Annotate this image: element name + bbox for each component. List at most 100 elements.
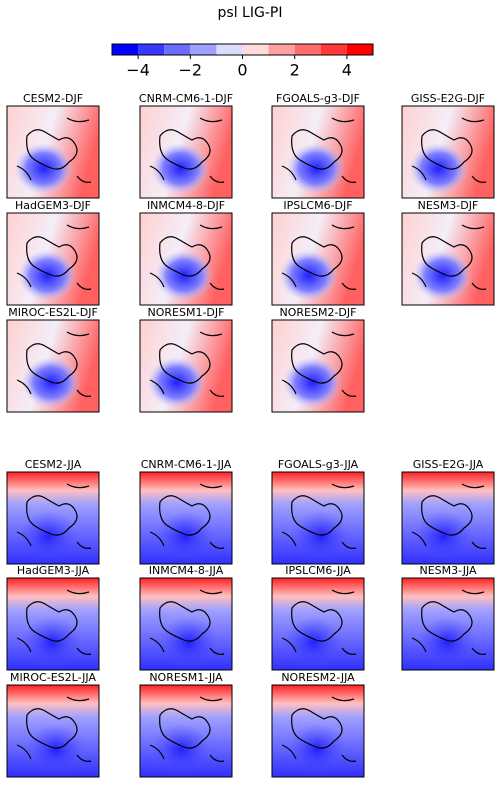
coastline (149, 331, 225, 397)
panel-title: NORESM2-JJA (281, 671, 355, 684)
panel-frame (271, 319, 365, 413)
panel-title: IPSLCM6-JJA (285, 564, 351, 577)
panel-title: NORESM1-JJA (149, 671, 223, 684)
map-panel (7, 320, 99, 412)
map-anomaly (155, 510, 215, 563)
coastline (16, 117, 92, 183)
panel-title: CNRM-CM6-1-DJF (139, 92, 233, 105)
coastline (281, 483, 357, 549)
coastline (281, 117, 357, 183)
panel-title: GISS-E2G-JJA (413, 458, 484, 471)
panel-frame (6, 319, 100, 413)
panel-frame (401, 471, 495, 565)
map-panel (272, 472, 364, 564)
coastline (281, 589, 357, 655)
panel-frame (6, 105, 100, 199)
panel-title: IPSLCM6-DJF (283, 199, 352, 212)
map-panel (140, 578, 232, 670)
panel-title: HadGEM3-JJA (17, 564, 90, 577)
panel-frame (401, 577, 495, 671)
panel-title: NESM3-DJF (418, 199, 479, 212)
map-anomaly (287, 723, 347, 776)
panel-frame (6, 577, 100, 671)
panel-title: CNRM-CM6-1-JJA (141, 458, 232, 471)
coastline (411, 117, 487, 183)
map-anomaly (151, 723, 211, 776)
coastline (281, 224, 357, 290)
map-panel (140, 472, 232, 564)
panel-title: FGOALS-g3-JJA (278, 458, 359, 471)
colorbar-tick-label: −4 (126, 61, 150, 80)
panel-frame (139, 577, 233, 671)
panel-title: MIROC-ES2L-DJF (8, 306, 98, 319)
map-panel (402, 106, 494, 198)
colorbar-bin (164, 44, 191, 55)
colorbar-bin (112, 44, 139, 55)
map-anomaly (279, 249, 339, 302)
map-anomaly (14, 142, 74, 195)
coastline (411, 483, 487, 549)
panel-title: CESM2-DJF (23, 92, 83, 105)
figure-title: psl LIG-PI (218, 5, 283, 21)
map-anomaly (417, 616, 477, 669)
panel-title: NORESM2-DJF (280, 306, 357, 319)
panel-frame (6, 684, 100, 778)
colorbar-bin (320, 44, 347, 55)
coastline (281, 696, 357, 762)
coastline (281, 331, 357, 397)
map-anomaly (413, 249, 472, 302)
map-panel (140, 213, 232, 305)
panel-frame (401, 212, 495, 306)
map-anomaly (283, 356, 342, 409)
colorbar-bin (294, 44, 321, 55)
map-panel (7, 106, 99, 198)
colorbar-bin (268, 44, 295, 55)
map-panel (7, 685, 99, 777)
map-anomaly (291, 510, 351, 563)
colorbar-bin (190, 44, 217, 55)
coastline (16, 483, 92, 549)
map-panel (272, 578, 364, 670)
panel-frame (139, 684, 233, 778)
colorbar-bin (346, 44, 373, 55)
colorbar-tick-label: 4 (342, 61, 352, 80)
panel-title: NESM3-JJA (419, 564, 477, 577)
map-panel (402, 213, 494, 305)
colorbar-tick-label: 0 (237, 61, 247, 80)
coastline (149, 696, 225, 762)
panel-title: INMCM4-8-JJA (149, 564, 224, 577)
panel-title: NORESM1-DJF (148, 306, 225, 319)
colorbar-bin (242, 44, 269, 55)
map-anomaly (409, 142, 469, 195)
panel-title: HadGEM3-DJF (15, 199, 91, 212)
map-anomaly (151, 142, 210, 195)
panel-frame (271, 212, 365, 306)
panel-title: FGOALS-g3-DJF (276, 92, 360, 105)
map-anomaly (283, 616, 343, 669)
panel-frame (271, 471, 365, 565)
map-panel (7, 472, 99, 564)
coastline (16, 331, 92, 397)
panel-title: GISS-E2G-DJF (411, 92, 485, 105)
map-panel (402, 472, 494, 564)
map-panel (272, 213, 364, 305)
map-panel (402, 578, 494, 670)
coastline (16, 589, 92, 655)
map-anomaly (22, 616, 82, 669)
colorbar-bin (138, 44, 165, 55)
panel-frame (6, 212, 100, 306)
panel-title: INMCM4-8-DJF (147, 199, 225, 212)
map-panel (7, 213, 99, 305)
panel-frame (139, 105, 233, 199)
panel-frame (139, 319, 233, 413)
map-panel (140, 320, 232, 412)
map-anomaly (18, 510, 78, 563)
coastline (149, 589, 225, 655)
panel-frame (139, 471, 233, 565)
map-panel (272, 320, 364, 412)
coastline (411, 589, 487, 655)
coastline (16, 696, 92, 762)
map-anomaly (18, 249, 77, 302)
panel-title: CESM2-JJA (25, 458, 82, 471)
